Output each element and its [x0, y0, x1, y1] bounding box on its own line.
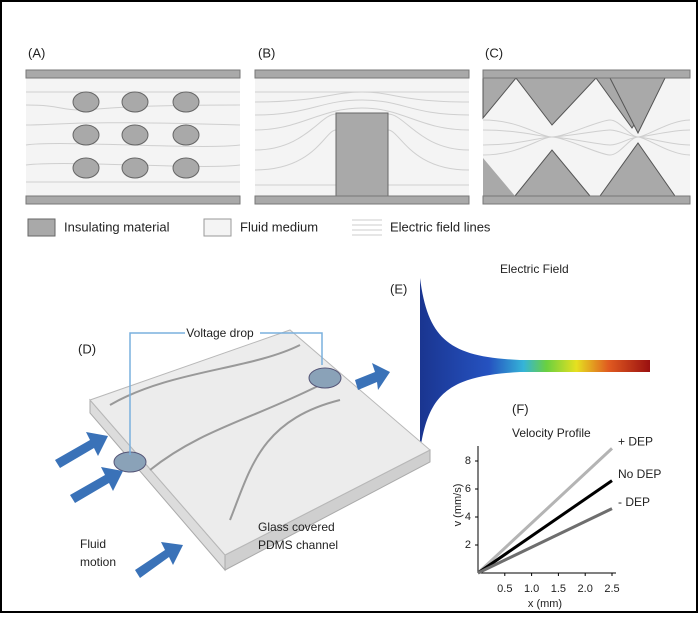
- fluid-label: Fluid: [80, 537, 106, 551]
- y-tick-label: 4: [465, 511, 471, 523]
- channel-label: Glass covered: [258, 520, 335, 534]
- legend: Insulating material Fluid medium Electri…: [28, 219, 491, 236]
- legend-label: Fluid medium: [240, 219, 318, 234]
- channel-label: PDMS channel: [258, 538, 338, 552]
- series-label: + DEP: [618, 435, 653, 449]
- x-tick-label: 0.5: [497, 583, 512, 595]
- series-label: No DEP: [618, 467, 661, 481]
- panel-label: (C): [485, 45, 503, 60]
- y-axis-label: v (mm/s): [452, 484, 464, 527]
- panel-label: (B): [258, 45, 275, 60]
- panel-title: Electric Field: [500, 262, 569, 276]
- legend-label: Insulating material: [64, 219, 170, 234]
- fluid-label: motion: [80, 555, 116, 569]
- x-tick-label: 1.5: [551, 583, 566, 595]
- legend-label: Electric field lines: [390, 219, 491, 234]
- y-tick-label: 6: [465, 483, 471, 495]
- x-tick-label: 1.0: [524, 583, 539, 595]
- x-tick-label: 2.5: [604, 583, 619, 595]
- series-label: - DEP: [618, 495, 650, 509]
- y-tick-label: 8: [465, 455, 471, 467]
- voltage-label: Voltage drop: [186, 326, 254, 340]
- x-axis-label: x (mm): [528, 598, 562, 610]
- panel-label: (F): [512, 401, 529, 416]
- panel-label: (A): [28, 45, 45, 60]
- y-tick-label: 2: [465, 539, 471, 551]
- x-tick-label: 2.0: [578, 583, 593, 595]
- chart-title: Velocity Profile: [512, 426, 591, 440]
- panel-label: (D): [78, 341, 96, 356]
- panel-label: (E): [390, 281, 407, 296]
- figure: (A) (B) (C) Insulating material Fluid me…: [0, 0, 698, 613]
